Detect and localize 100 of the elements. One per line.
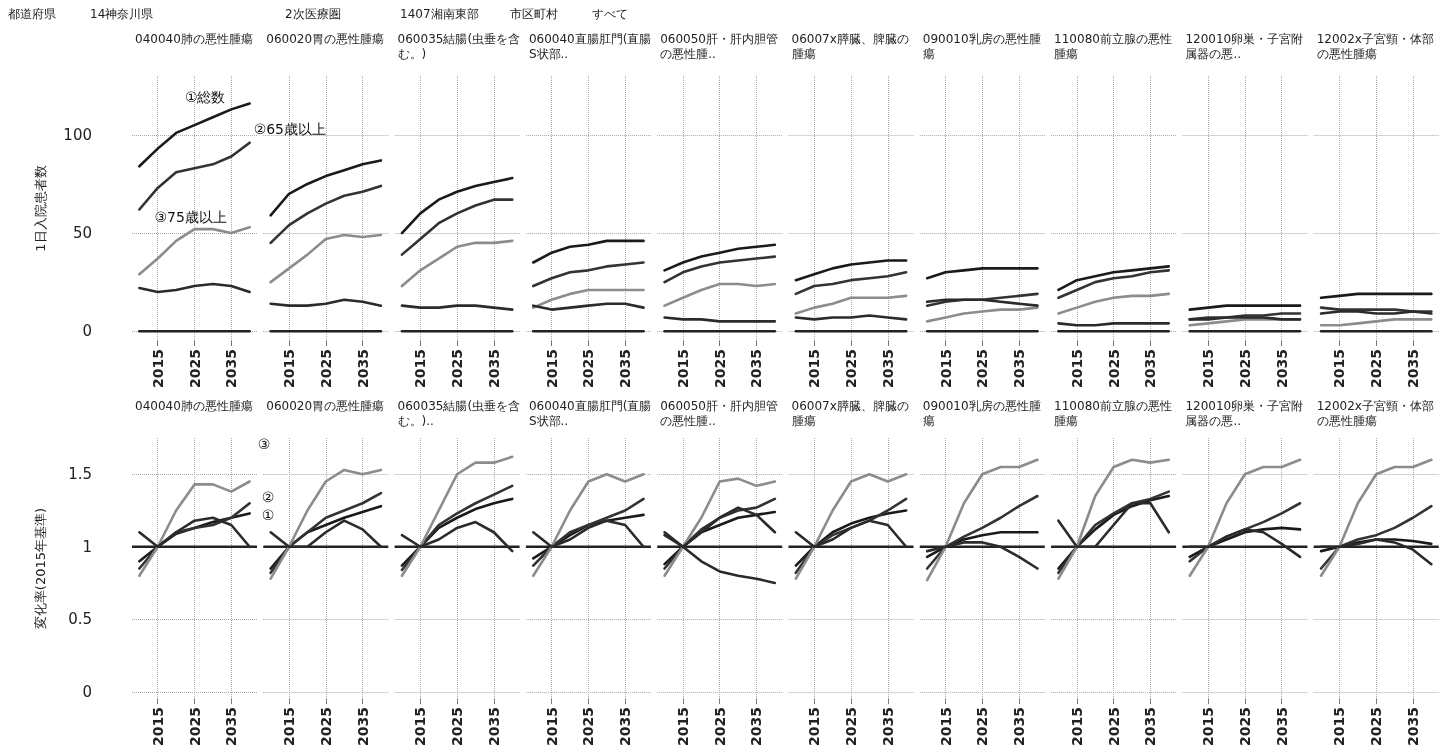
x-tick-label: 2025 bbox=[1105, 349, 1122, 388]
x-tick-label: 2025 bbox=[711, 707, 728, 746]
chart-title: 06007x膵臓、脾臓の腫瘍 bbox=[791, 31, 909, 61]
x-tick-label: 2035 bbox=[1011, 707, 1028, 746]
x-tick-label: 2025 bbox=[1105, 707, 1122, 746]
text: 1407湘南東部 bbox=[400, 7, 479, 21]
series-label: ① bbox=[261, 507, 275, 524]
chart-title: 060050肝・肝内胆管の悪性腫.. bbox=[660, 398, 779, 428]
text: ③ bbox=[257, 435, 271, 452]
x-tick-label: 2035 bbox=[617, 349, 634, 388]
x-tick-label: 2015 bbox=[1200, 349, 1217, 388]
x-tick-label: 2025 bbox=[317, 707, 334, 746]
x-tick-label: 2025 bbox=[843, 707, 859, 746]
x-tick-label: 2035 bbox=[1404, 349, 1421, 388]
chart-title: 110080前立腺の悪性腫瘍 bbox=[1054, 31, 1172, 61]
chart-title: 060020胃の悪性腫瘍 bbox=[266, 398, 385, 413]
x-tick-label: 2025 bbox=[449, 707, 466, 746]
x-tick-label: 2015 bbox=[412, 349, 429, 388]
x-tick-label: 2035 bbox=[879, 707, 896, 746]
series-label: ② bbox=[261, 489, 275, 506]
x-tick-label: 2015 bbox=[937, 349, 954, 388]
x-tick-label: 2025 bbox=[1236, 707, 1253, 746]
y-tick-label: 50 bbox=[72, 224, 92, 243]
y-axis-title: 1日入院患者数 bbox=[33, 165, 48, 252]
text: 14神奈川県 bbox=[90, 7, 154, 21]
series-label: ②65歳以上 bbox=[253, 120, 327, 137]
x-tick-label: 2015 bbox=[1331, 349, 1348, 388]
x-tick-label: 2035 bbox=[748, 349, 765, 388]
x-tick-label: 2035 bbox=[1011, 349, 1028, 388]
text: すべて bbox=[592, 7, 628, 21]
x-tick-label: 2035 bbox=[354, 349, 371, 388]
text: 市区町村 bbox=[510, 7, 558, 21]
chart-title: 040040肺の悪性腫瘍 bbox=[135, 398, 253, 413]
chart-title: 12002x子宮頸・体部の悪性腫瘍 bbox=[1316, 31, 1434, 61]
chart-title: 060020胃の悪性腫瘍 bbox=[266, 31, 385, 46]
x-tick-label: 2035 bbox=[1404, 707, 1421, 746]
chart-title: 060035結腸(虫垂を含む。).. bbox=[397, 398, 521, 428]
x-tick-label: 2035 bbox=[223, 349, 240, 388]
series-label: ③75歳以上 bbox=[154, 209, 227, 226]
x-tick-label: 2035 bbox=[485, 707, 502, 746]
x-tick-label: 2025 bbox=[1368, 349, 1385, 388]
x-tick-label: 2035 bbox=[748, 707, 765, 746]
text: 都道府県 bbox=[8, 7, 56, 21]
x-tick-label: 2035 bbox=[223, 707, 240, 746]
chart-title: 110080前立腺の悪性腫瘍 bbox=[1054, 398, 1172, 428]
chart-title: 040040肺の悪性腫瘍 bbox=[135, 31, 253, 46]
x-tick-label: 2015 bbox=[674, 349, 691, 388]
chart-title: 120010卵巣・子宮附属器の悪.. bbox=[1185, 31, 1304, 61]
x-tick-label: 2015 bbox=[543, 349, 560, 388]
x-tick-label: 2025 bbox=[1368, 707, 1385, 746]
x-tick-label: 2015 bbox=[1068, 707, 1085, 746]
chart-title: 060050肝・肝内胆管の悪性腫.. bbox=[660, 31, 779, 61]
x-tick-label: 2025 bbox=[449, 349, 466, 388]
y-tick-label: 1 bbox=[82, 537, 92, 556]
chart-title: 120010卵巣・子宮附属器の悪.. bbox=[1185, 398, 1304, 428]
x-tick-label: 2035 bbox=[879, 349, 896, 388]
chart-title: 060040直腸肛門(直腸S状部.. bbox=[528, 31, 652, 61]
chart-title: 060040直腸肛門(直腸S状部.. bbox=[528, 398, 652, 428]
x-tick-label: 2025 bbox=[317, 349, 334, 388]
x-tick-label: 2015 bbox=[149, 349, 166, 388]
x-tick-label: 2015 bbox=[1200, 707, 1217, 746]
chart-title: 12002x子宮頸・体部の悪性腫瘍 bbox=[1316, 398, 1434, 428]
y-tick-label: 100 bbox=[63, 125, 92, 144]
x-tick-label: 2015 bbox=[806, 349, 823, 388]
x-tick-label: 2015 bbox=[674, 707, 691, 746]
x-tick-label: 2025 bbox=[974, 349, 991, 388]
x-tick-label: 2025 bbox=[186, 349, 203, 388]
x-tick-label: 2035 bbox=[1273, 707, 1290, 746]
y-tick-label: 0.5 bbox=[68, 610, 92, 629]
text: 2次医療圏 bbox=[285, 7, 341, 21]
y-tick-label: 1.5 bbox=[68, 465, 92, 484]
x-tick-label: 2035 bbox=[354, 707, 371, 746]
x-tick-label: 2025 bbox=[580, 349, 597, 388]
x-tick-label: 2025 bbox=[186, 707, 203, 746]
series-label: ①総数 bbox=[184, 89, 226, 106]
x-tick-label: 2035 bbox=[617, 707, 634, 746]
x-tick-label: 2015 bbox=[412, 707, 429, 746]
x-tick-label: 2015 bbox=[1068, 349, 1085, 388]
x-tick-label: 2015 bbox=[281, 707, 298, 746]
x-tick-label: 2015 bbox=[281, 349, 298, 388]
x-tick-label: 2035 bbox=[1142, 349, 1159, 388]
chart-title: 090010乳房の悪性腫瘍 bbox=[922, 398, 1041, 428]
x-tick-label: 2015 bbox=[1331, 707, 1348, 746]
x-tick-label: 2035 bbox=[1273, 349, 1290, 388]
y-tick-label: 0 bbox=[82, 682, 92, 701]
x-tick-label: 2035 bbox=[1142, 707, 1159, 746]
x-tick-label: 2035 bbox=[485, 349, 502, 388]
y-tick-label: 0 bbox=[82, 322, 92, 341]
y-axis-title: 変化率(2015年基準) bbox=[33, 507, 48, 630]
x-tick-label: 2015 bbox=[149, 707, 166, 746]
x-tick-label: 2015 bbox=[543, 707, 560, 746]
chart-title: 090010乳房の悪性腫瘍 bbox=[922, 31, 1041, 61]
x-tick-label: 2025 bbox=[843, 349, 859, 388]
x-tick-label: 2025 bbox=[1236, 349, 1253, 388]
x-tick-label: 2025 bbox=[580, 707, 597, 746]
x-tick-label: 2015 bbox=[937, 707, 954, 746]
chart-title: 060035結腸(虫垂を含む。) bbox=[397, 31, 521, 61]
x-tick-label: 2025 bbox=[711, 349, 728, 388]
x-tick-label: 2015 bbox=[806, 707, 823, 746]
x-tick-label: 2025 bbox=[974, 707, 991, 746]
